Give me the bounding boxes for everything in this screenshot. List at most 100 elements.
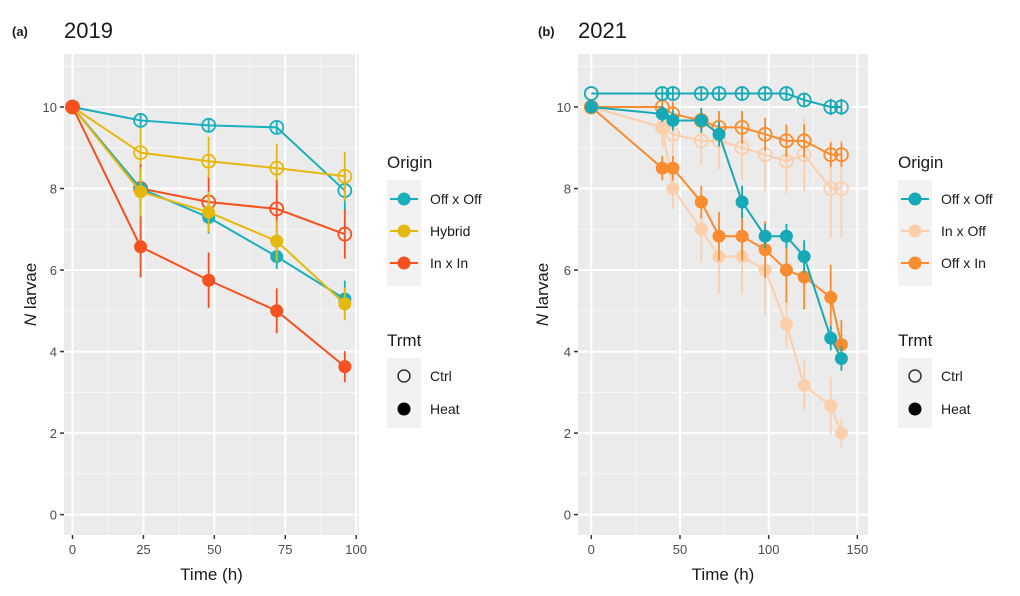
data-point — [823, 99, 839, 115]
legend-title-trmt: Trmt — [898, 331, 933, 350]
series-offxoff-heat — [584, 100, 848, 371]
data-point — [712, 127, 726, 141]
data-point — [666, 161, 680, 175]
series-line — [72, 106, 346, 192]
series-line — [591, 106, 842, 190]
x-axis-title: Time (h) — [180, 565, 243, 584]
data-point — [666, 113, 680, 127]
legend-title-origin: Origin — [387, 153, 432, 172]
legend-filled-circle-icon — [397, 402, 411, 416]
y-axis-title-rest: larvae — [21, 263, 40, 314]
legend: Origin Off x Off In x Off Off x In Trmt Ctrl H… — [898, 153, 993, 428]
series-line — [71, 106, 345, 178]
y-axis-title: N larvae — [21, 263, 40, 326]
legend-dot-icon — [397, 192, 411, 206]
legend-label: Heat — [430, 401, 460, 417]
data-point — [834, 426, 848, 440]
y-tick-label: 4 — [50, 345, 57, 360]
panel-b: (b) 2021 0 50 100 150 0 2 4 6 8 10 Time (h) N larvae O… — [533, 18, 993, 584]
data-point — [654, 86, 670, 101]
x-tick-label: 75 — [278, 542, 292, 557]
data-point — [779, 263, 793, 277]
legend-open-circle-icon — [397, 369, 411, 383]
legend-filled-circle-icon — [908, 402, 922, 416]
data-point — [584, 100, 598, 114]
legend-label: Heat — [941, 401, 971, 417]
data-point — [823, 181, 839, 196]
panel-a: (a) 2019 0 25 50 75 100 0 2 4 6 8 10 Time (h) N larvae… — [12, 18, 482, 584]
data-point — [270, 304, 284, 318]
x-tick-label: 0 — [588, 542, 595, 557]
data-point — [694, 195, 708, 209]
x-tick-label: 50 — [207, 542, 221, 557]
x-tick-label: 150 — [847, 542, 869, 557]
series-offxoff-ctrl — [583, 86, 849, 116]
data-point — [833, 99, 849, 115]
data-point — [133, 113, 148, 128]
data-point — [665, 86, 681, 101]
data-point — [201, 153, 217, 169]
data-point — [711, 86, 727, 101]
legend-label: Off x In — [941, 255, 986, 271]
data-point — [134, 185, 148, 199]
data-point — [202, 205, 216, 219]
data-point — [734, 86, 750, 101]
data-point — [269, 201, 285, 217]
data-point — [758, 243, 772, 257]
data-point — [779, 317, 793, 331]
y-tick-label: 10 — [557, 100, 571, 115]
data-point — [834, 338, 848, 352]
data-point — [134, 240, 148, 254]
data-point — [796, 133, 812, 149]
legend-label: In x In — [430, 255, 468, 271]
data-point — [797, 270, 811, 284]
data-point — [270, 234, 284, 248]
data-point — [655, 120, 669, 134]
plot-background — [578, 54, 868, 535]
data-point — [735, 229, 749, 243]
data-point — [735, 195, 749, 209]
legend-dot-icon — [908, 224, 922, 238]
data-point — [583, 86, 599, 101]
data-point — [834, 351, 848, 365]
data-point — [757, 126, 773, 142]
data-point — [833, 147, 849, 163]
data-point — [694, 222, 708, 236]
legend-label: Off x Off — [430, 191, 482, 207]
y-tick-label: 2 — [564, 426, 571, 441]
data-point — [779, 86, 794, 101]
legend-dot-icon — [397, 256, 411, 270]
legend-open-circle-icon — [908, 369, 922, 383]
legend-label: Ctrl — [430, 368, 452, 384]
legend-label: Off x Off — [941, 191, 993, 207]
y-tick-label: 8 — [50, 182, 57, 197]
legend-label: In x Off — [941, 223, 986, 239]
panel-tag: (b) — [538, 24, 555, 39]
data-point — [337, 168, 353, 184]
data-point — [337, 226, 353, 242]
panel-title: 2021 — [578, 18, 627, 43]
data-point — [797, 250, 811, 264]
panel-tag: (a) — [12, 24, 28, 39]
panel-title: 2019 — [64, 18, 113, 43]
data-point — [823, 147, 839, 163]
data-point — [824, 290, 838, 304]
data-point — [269, 160, 285, 176]
data-point — [712, 229, 726, 243]
x-tick-label: 50 — [673, 542, 687, 557]
data-point — [796, 92, 812, 108]
data-point — [833, 181, 849, 196]
x-tick-label: 100 — [758, 542, 780, 557]
data-point — [824, 331, 838, 345]
data-point — [797, 378, 811, 392]
data-point — [201, 117, 217, 133]
legend-key-background — [387, 358, 421, 428]
y-axis-title-rest: larvae — [533, 263, 552, 314]
legend-dot-icon — [908, 192, 922, 206]
x-tick-label: 100 — [345, 542, 367, 557]
data-point — [693, 133, 709, 149]
series-inxin-heat — [66, 100, 352, 383]
y-axis-title: N larvae — [533, 263, 552, 326]
data-point — [757, 86, 773, 101]
